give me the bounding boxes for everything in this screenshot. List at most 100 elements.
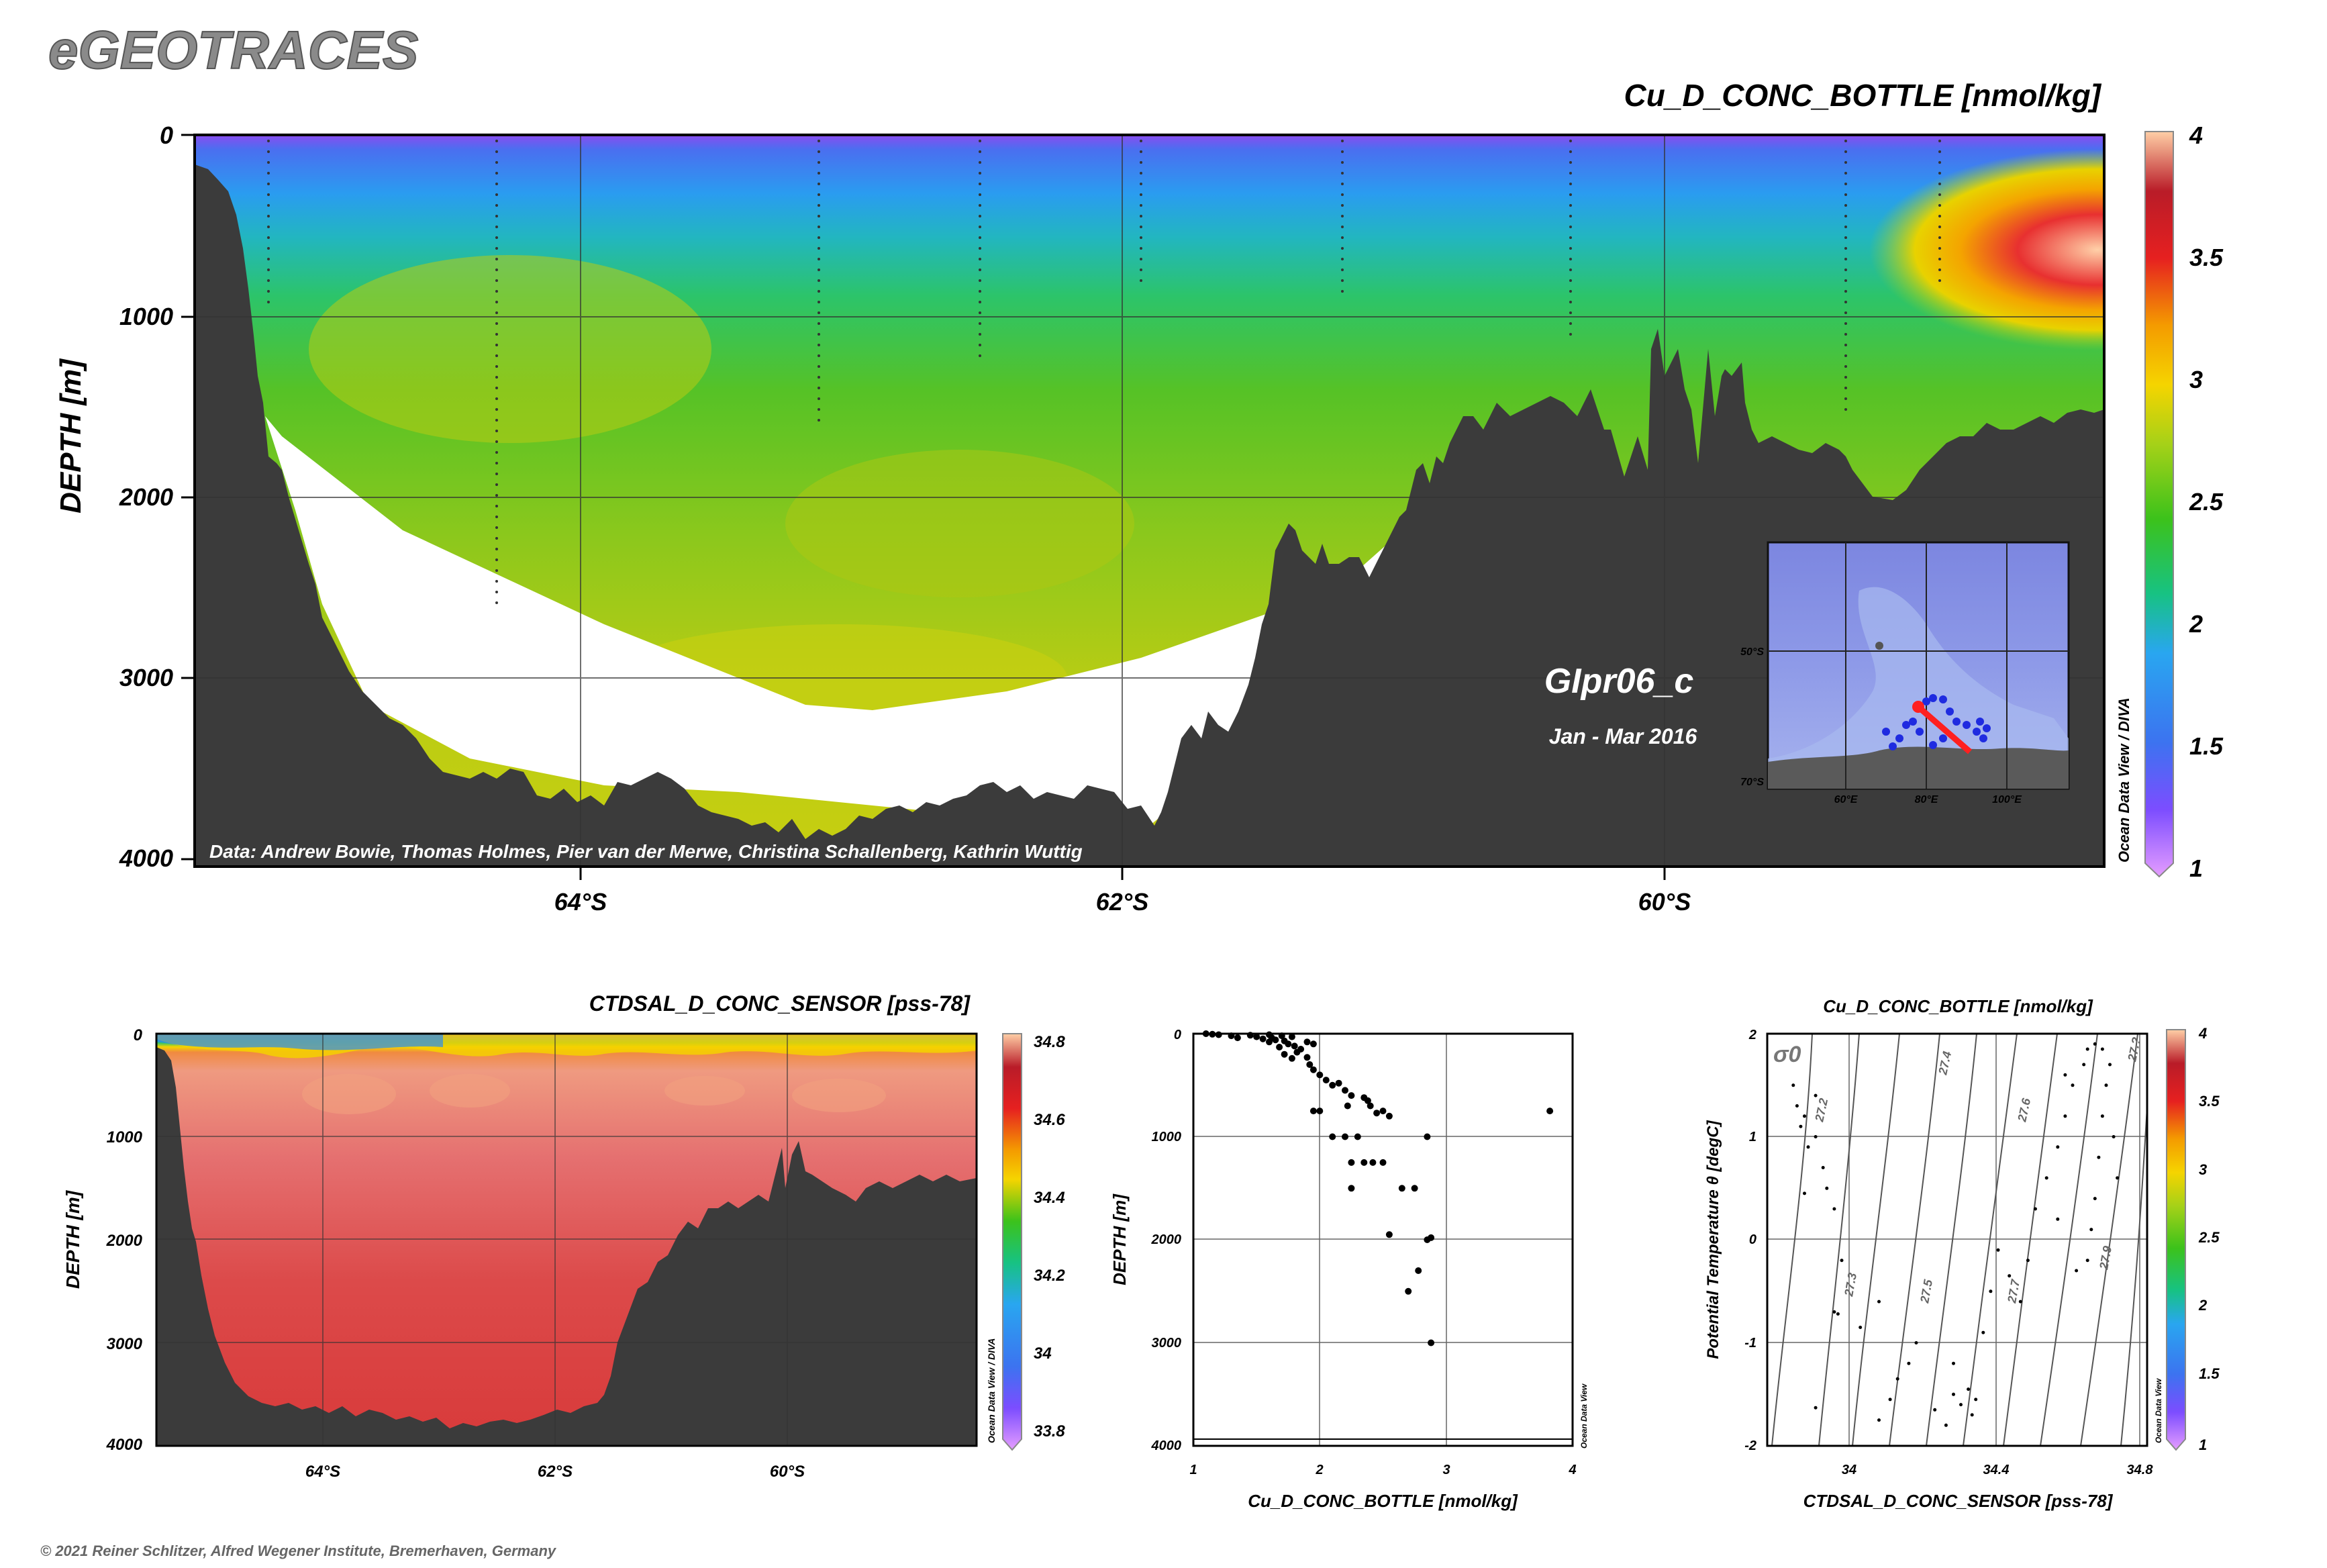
bottle-sample-dot: [495, 193, 498, 196]
bottle-sample-dot: [495, 430, 498, 432]
ts-point: [1814, 1093, 1818, 1097]
bottle-sample-dot: [1844, 279, 1847, 282]
bottle-sample-dot: [267, 301, 270, 303]
bottle-sample-dot: [267, 236, 270, 239]
profile-point: [1288, 1033, 1295, 1040]
bottle-sample-dot: [495, 591, 498, 593]
ts-point: [1791, 1083, 1795, 1087]
bottle-sample-dot: [1938, 193, 1941, 196]
bottle-sample-dot: [979, 226, 981, 228]
ts-point: [2075, 1269, 2079, 1273]
inset-map-station: [1973, 728, 1981, 736]
profile-point: [1309, 1108, 1317, 1115]
bottle-sample-dot: [495, 226, 498, 228]
bottle-sample-dot: [818, 376, 820, 379]
profile-point: [1316, 1108, 1324, 1115]
bottle-sample-dot: [818, 301, 820, 303]
bottle-sample-dot: [495, 440, 498, 443]
bottle-sample-dot: [1341, 236, 1344, 239]
profile-point: [1202, 1030, 1209, 1037]
bottle-sample-dot: [1938, 279, 1941, 282]
bottle-sample-dot: [818, 333, 820, 336]
ts-xlabel: CTDSAL_D_CONC_SENSOR [pss-78]: [1803, 1491, 2114, 1511]
profile-point: [1272, 1036, 1279, 1044]
ts-xtick: 34.8: [2127, 1463, 2154, 1477]
profile-point: [1546, 1108, 1554, 1115]
bottle-sample-dot: [267, 183, 270, 185]
bottle-sample-dot: [495, 236, 498, 239]
bottle-sample-dot: [267, 140, 270, 142]
main-cbar-tick: 3: [2189, 366, 2203, 393]
inset-map: 50°S 70°S 60°E 80°E 100°E: [1740, 541, 2070, 805]
profile-point: [1303, 1054, 1311, 1061]
profile-ytick: 4000: [1151, 1438, 1182, 1453]
main-title: Cu_D_CONC_BOTTLE [nmol/kg]: [1624, 78, 2102, 113]
ts-point: [1795, 1104, 1799, 1108]
bottle-sample-dot: [495, 140, 498, 142]
bottle-sample-dot: [1569, 322, 1572, 325]
ts-cbar-tick: 1.5: [2199, 1365, 2220, 1382]
profile-ytick: 2000: [1151, 1232, 1182, 1247]
bottle-sample-dot: [1341, 290, 1344, 293]
profile-point: [1379, 1159, 1387, 1166]
bottle-sample-dot: [1844, 268, 1847, 271]
bottle-sample-dot: [818, 354, 820, 357]
sal-bathymetry: [156, 1047, 977, 1446]
bottle-sample-dot: [495, 301, 498, 303]
bottle-sample-dot: [1844, 193, 1847, 196]
profile-point: [1259, 1035, 1267, 1042]
ts-point: [1814, 1135, 1818, 1138]
sal-gridlines: [156, 1034, 977, 1446]
inset-map-station: [1946, 707, 1954, 716]
bottle-sample-dot: [495, 376, 498, 379]
bottle-sample-dot: [267, 290, 270, 293]
sal-frame: [155, 1032, 978, 1447]
bottle-sample-dot: [495, 322, 498, 325]
main-field-patch-2: [785, 450, 1134, 597]
bottle-sample-dot: [495, 526, 498, 529]
profile-point: [1329, 1133, 1336, 1140]
bottle-sample-dot: [818, 365, 820, 368]
bottle-sample-dot: [1140, 279, 1142, 282]
ts-point: [1806, 1145, 1810, 1149]
inset-map-station: [1939, 695, 1947, 703]
bottle-sample-dot: [1938, 150, 1941, 153]
bottle-sample-dot: [495, 311, 498, 314]
bottle-sample-dot: [1569, 172, 1572, 175]
ts-point: [2018, 1300, 2022, 1304]
main-cbar-tick: 4: [2189, 121, 2203, 149]
bottle-sample-dot: [495, 258, 498, 260]
ts-point: [1981, 1330, 1985, 1334]
ts-ytick: -1: [1744, 1336, 1756, 1351]
inset-map-station: [1963, 721, 1971, 729]
bottle-sample-dot: [1938, 236, 1941, 239]
bottle-sample-dot: [495, 150, 498, 153]
bottle-sample-dot: [1844, 226, 1847, 228]
bottle-sample-dot: [495, 419, 498, 422]
inset-map-station: [1902, 721, 1910, 729]
bottle-sample-dot: [1140, 150, 1142, 153]
ts-frame: [1766, 1032, 2148, 1447]
bottle-sample-dot: [1341, 268, 1344, 271]
bottle-sample-dot: [818, 419, 820, 422]
main-watermark: Ocean Data View / DIVA: [2116, 697, 2132, 863]
sal-colorbar: 34.8 34.6 34.4 34.2 34 33.8: [1002, 1033, 1065, 1451]
bottle-sample-dot: [1844, 150, 1847, 153]
profile-point: [1373, 1110, 1381, 1117]
sal-ytick: 0: [134, 1026, 143, 1044]
ts-point: [1832, 1207, 1836, 1211]
bottle-sample-dot: [1569, 268, 1572, 271]
ts-point: [1803, 1114, 1806, 1118]
bottle-sample-dot: [1341, 150, 1344, 153]
inset-map-ridge: [1768, 587, 2069, 789]
bottle-sample-dot: [1938, 247, 1941, 250]
main-xtick: 64°S: [554, 888, 607, 916]
bottle-sample-dot: [1844, 140, 1847, 142]
bottle-sample-dot: [267, 247, 270, 250]
main-ytick: 4000: [119, 844, 173, 872]
ts-point: [1821, 1166, 1825, 1169]
profile-point: [1309, 1040, 1317, 1048]
sal-cbar-tick: 34: [1034, 1344, 1052, 1363]
bottle-sample-dot: [818, 193, 820, 196]
bottle-sample-dot: [495, 569, 498, 572]
